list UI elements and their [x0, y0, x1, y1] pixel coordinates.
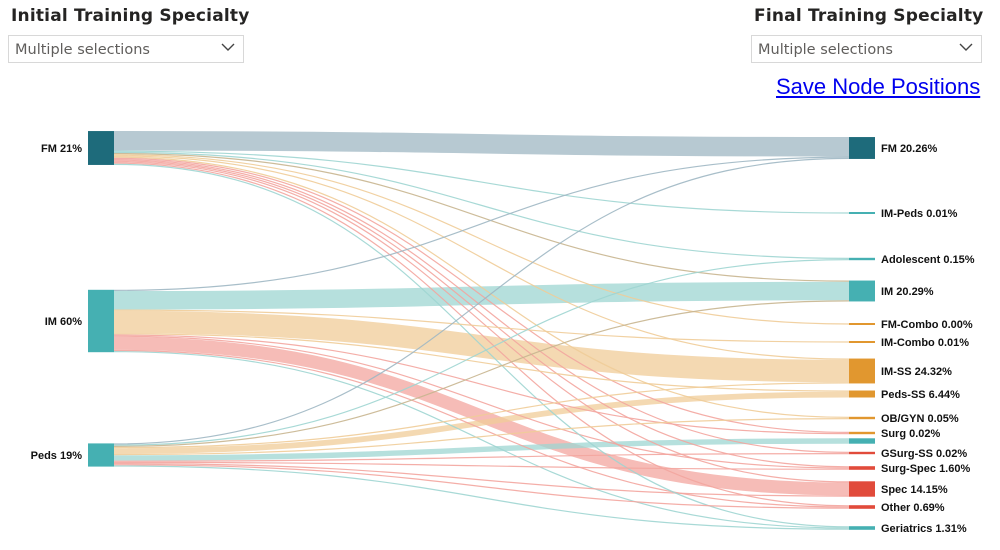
- target-node-peds-ss[interactable]: [849, 390, 875, 398]
- flow-peds-to-geriatrics[interactable]: [113, 465, 850, 530]
- flow-peds-to-surg-spec[interactable]: [113, 461, 850, 470]
- target-node-gsurg-ss[interactable]: [849, 451, 875, 455]
- target-node-geriatrics[interactable]: [849, 526, 875, 530]
- flow-peds-to-peds[interactable]: [113, 438, 850, 461]
- flow-peds-to-peds-ss[interactable]: [113, 391, 850, 454]
- source-label-peds: Peds 19%: [31, 450, 83, 462]
- flow-fm-to-surg[interactable]: [113, 157, 850, 433]
- save-node-positions-link[interactable]: Save Node Positions: [776, 74, 981, 99]
- target-label-im-combo: IM-Combo 0.01%: [881, 337, 969, 349]
- flow-im-to-geriatrics[interactable]: [113, 351, 850, 529]
- final-specialty-filter-title: Final Training Specialty: [754, 6, 984, 26]
- flow-im-to-fm[interactable]: [113, 156, 850, 291]
- flow-peds-to-im-ss[interactable]: [113, 382, 850, 449]
- flow-im-to-other[interactable]: [113, 349, 850, 508]
- flow-fm-to-other[interactable]: [113, 162, 850, 507]
- flow-fm-to-fm-combo[interactable]: [113, 154, 850, 325]
- target-label-peds-ss: Peds-SS 6.44%: [881, 389, 960, 401]
- target-node-surg-spec[interactable]: [849, 466, 875, 470]
- flow-fm-to-spec[interactable]: [113, 161, 850, 483]
- target-node-other[interactable]: [849, 505, 875, 509]
- initial-specialty-dropdown-value: Multiple selections: [15, 42, 150, 58]
- target-node-adolescent[interactable]: [849, 257, 875, 261]
- flow-peds-to-fm[interactable]: [113, 157, 850, 445]
- target-node-spec[interactable]: [849, 481, 875, 497]
- flow-fm-to-im[interactable]: [113, 152, 850, 282]
- chevron-down-icon: [959, 43, 973, 51]
- target-node-surg[interactable]: [849, 431, 875, 435]
- flow-im-to-surg-spec[interactable]: [113, 335, 850, 469]
- nodes-layer: [88, 131, 875, 530]
- target-label-im-peds: IM-Peds 0.01%: [881, 208, 958, 220]
- target-node-ob-gyn[interactable]: [849, 416, 875, 420]
- final-specialty-dropdown[interactable]: Multiple selections: [751, 35, 982, 63]
- flow-fm-to-gsurg-ss[interactable]: [113, 158, 850, 453]
- flow-peds-to-im[interactable]: [113, 300, 850, 447]
- flow-fm-to-adolescent[interactable]: [113, 151, 850, 259]
- target-label-gsurg-ss: GSurg-SS 0.02%: [881, 448, 967, 460]
- initial-specialty-filter-title: Initial Training Specialty: [11, 6, 250, 26]
- target-node-peds[interactable]: [849, 438, 875, 444]
- source-node-im[interactable]: [88, 289, 114, 353]
- target-label-im-ss: IM-SS 24.32%: [881, 366, 952, 378]
- initial-specialty-dropdown[interactable]: Multiple selections: [8, 35, 244, 63]
- flow-fm-to-im-ss[interactable]: [113, 155, 850, 360]
- flow-peds-to-ob-gyn[interactable]: [113, 418, 850, 456]
- target-label-fm-combo: FM-Combo 0.00%: [881, 319, 973, 331]
- flow-peds-to-other[interactable]: [113, 464, 850, 509]
- target-label-surg-spec: Surg-Spec 1.60%: [881, 463, 970, 475]
- target-node-fm-combo[interactable]: [849, 323, 875, 325]
- target-label-ob-gyn: OB/GYN 0.05%: [881, 413, 959, 425]
- target-node-im-combo[interactable]: [849, 341, 875, 343]
- target-label-geriatrics: Geriatrics 1.31%: [881, 523, 967, 535]
- flow-fm-to-ob-gyn[interactable]: [113, 156, 850, 418]
- flow-peds-to-adolescent[interactable]: [113, 259, 850, 446]
- target-label-surg: Surg 0.02%: [881, 428, 941, 440]
- flow-im-to-im-combo[interactable]: [113, 309, 850, 343]
- source-node-fm[interactable]: [88, 131, 114, 165]
- target-label-fm: FM 20.26%: [881, 143, 937, 155]
- target-label-im: IM 20.29%: [881, 286, 934, 298]
- target-node-fm[interactable]: [849, 137, 875, 159]
- target-label-other: Other 0.69%: [881, 502, 945, 514]
- final-specialty-dropdown-value: Multiple selections: [758, 42, 893, 58]
- target-node-im-ss[interactable]: [849, 358, 875, 384]
- flows-layer: [113, 131, 850, 530]
- flow-fm-to-im-peds[interactable]: [113, 150, 850, 214]
- source-label-im: IM 60%: [45, 316, 83, 328]
- flow-im-to-peds-ss[interactable]: [113, 333, 850, 392]
- labels-layer: FM 21% IM 60% Peds 19% FM 20.26% IM-Peds 0.0…: [31, 143, 975, 535]
- flow-fm-to-surg-spec[interactable]: [113, 160, 850, 468]
- flow-peds-to-spec[interactable]: [113, 463, 850, 497]
- flow-im-to-im-ss[interactable]: [113, 310, 850, 383]
- target-label-spec: Spec 14.15%: [881, 484, 948, 496]
- flow-fm-to-fm[interactable]: [113, 131, 850, 157]
- source-node-peds[interactable]: [88, 443, 114, 467]
- flow-im-to-surg[interactable]: [113, 334, 850, 435]
- target-node-im-peds[interactable]: [849, 212, 875, 214]
- chevron-down-icon: [221, 43, 235, 51]
- source-label-fm: FM 21%: [41, 143, 82, 155]
- flow-im-to-spec[interactable]: [113, 336, 850, 496]
- target-label-adolescent: Adolescent 0.15%: [881, 254, 975, 266]
- target-node-im[interactable]: [849, 280, 875, 302]
- flow-peds-to-gsurg-ss[interactable]: [113, 453, 850, 462]
